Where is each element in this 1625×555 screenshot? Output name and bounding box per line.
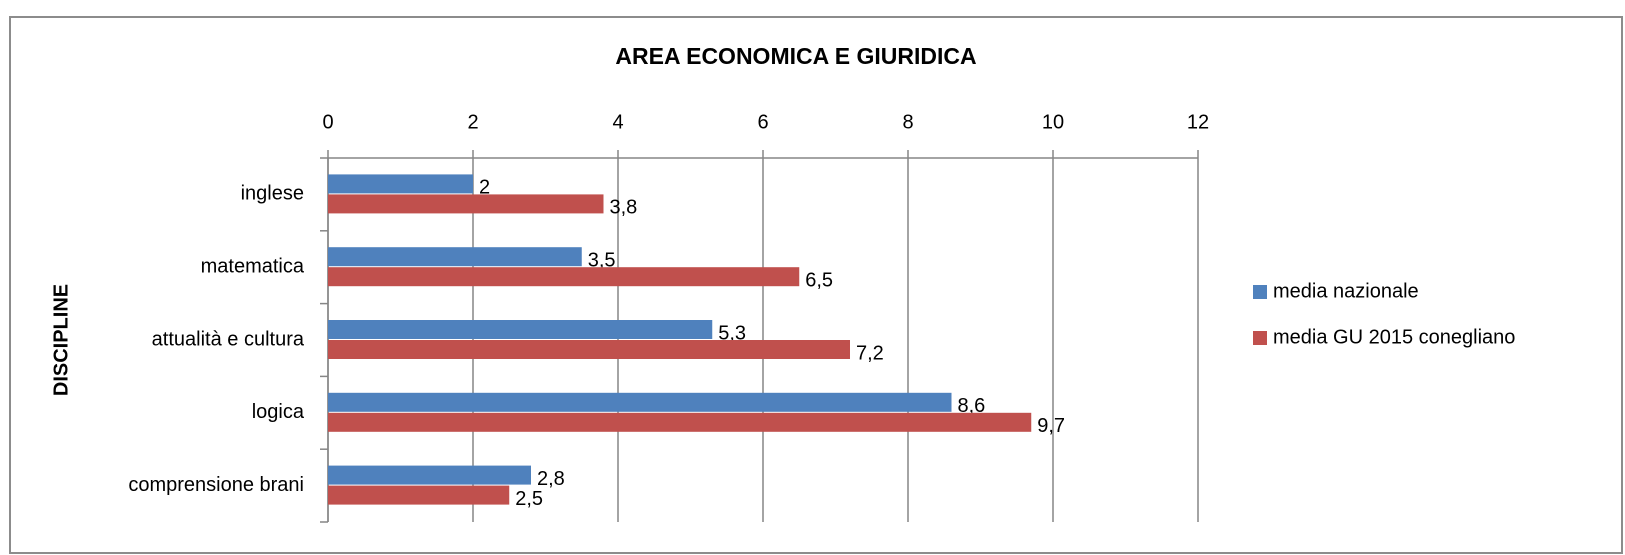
bar (328, 412, 1032, 432)
value-label: 2,5 (515, 488, 543, 510)
chart-frame (9, 16, 1623, 554)
y-tick-label: comprensione brani (128, 474, 304, 496)
bar (328, 174, 473, 194)
value-label: 3,5 (588, 249, 616, 271)
value-label: 5,3 (718, 322, 746, 344)
bar (328, 247, 582, 267)
x-tick-label: 4 (612, 111, 623, 133)
bar (328, 340, 850, 359)
y-tick-label: inglese (241, 183, 304, 205)
y-tick-label: logica (252, 401, 305, 423)
legend-label: media GU 2015 conegliano (1273, 326, 1515, 348)
legend-label: media nazionale (1273, 280, 1419, 302)
value-label: 2,8 (537, 468, 565, 490)
bar (328, 194, 604, 214)
bar (328, 465, 531, 485)
bar (328, 392, 952, 412)
legend-swatch (1253, 285, 1267, 299)
bar (328, 267, 800, 287)
x-tick-label: 8 (902, 111, 913, 133)
chart-title: AREA ECONOMICA E GIURIDICA (615, 43, 976, 69)
x-tick-label: 10 (1042, 111, 1064, 133)
x-tick-label: 2 (467, 111, 478, 133)
legend-swatch (1253, 331, 1267, 345)
x-tick-label: 6 (757, 111, 768, 133)
value-label: 8,6 (958, 395, 986, 417)
value-label: 9,7 (1037, 415, 1065, 437)
bar (328, 485, 510, 505)
y-tick-label: matematica (201, 255, 305, 277)
value-label: 2 (479, 177, 490, 199)
y-tick-label: attualità e cultura (152, 328, 305, 350)
bar (328, 320, 713, 339)
y-axis-title: DISCIPLINE (50, 284, 72, 396)
x-tick-label: 12 (1187, 111, 1209, 133)
value-label: 3,8 (610, 197, 638, 219)
value-label: 6,5 (805, 269, 833, 291)
x-tick-label: 0 (322, 111, 333, 133)
value-label: 7,2 (856, 342, 884, 364)
